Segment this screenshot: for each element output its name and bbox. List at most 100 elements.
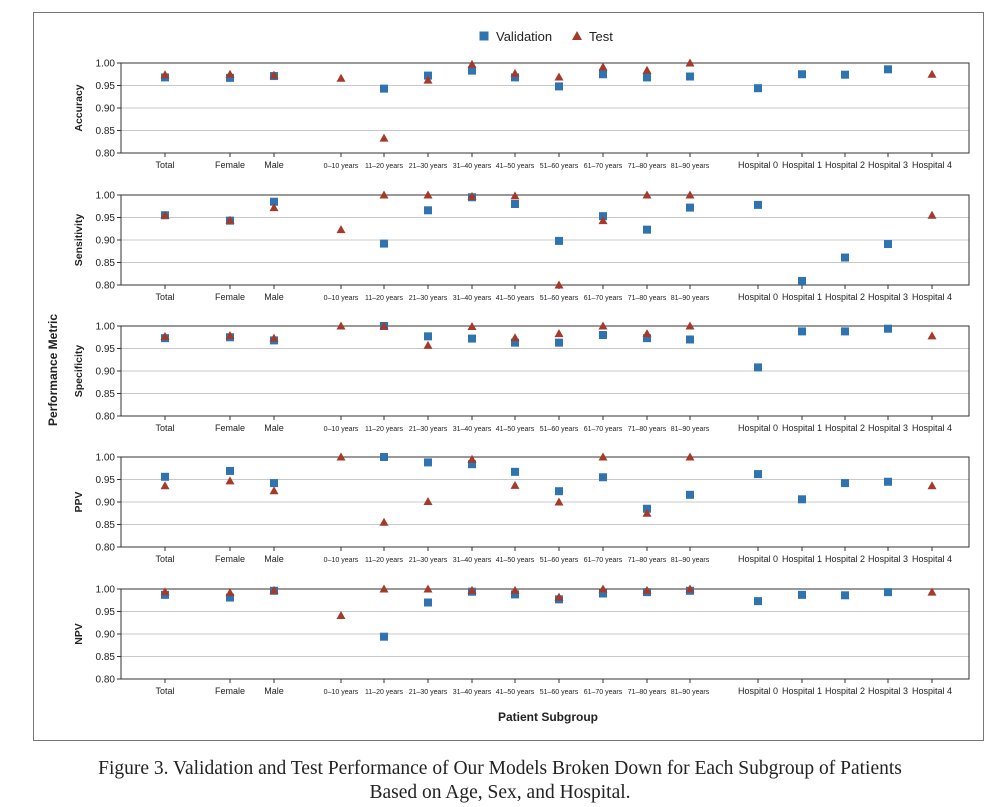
- xtick-label-accuracy-male: Male: [264, 160, 284, 170]
- point-sensitivity-validation-hospital-3: [884, 240, 892, 249]
- xtick-label-specificity-hospital-1: Hospital 1: [782, 423, 822, 433]
- point-npv-test-21-30-years: [423, 584, 433, 593]
- point-npv-test-hospital-4: [927, 587, 937, 596]
- point-sensitivity-test-hospital-4: [927, 210, 937, 219]
- ylabel-npv: NPV: [73, 623, 85, 645]
- point-accuracy-validation-61-70-years: [599, 70, 607, 79]
- xtick-label-ppv-61-70-years: 61–70 years: [584, 557, 623, 564]
- xtick-label-accuracy-hospital-1: Hospital 1: [782, 160, 822, 170]
- point-specificity-validation-21-30-years: [424, 332, 432, 341]
- performance-chart: Validation Test 0.80 0.85 0.90 0.95 1.00 Accura…: [46, 29, 970, 724]
- point-npv-test-0-10-years: [336, 611, 346, 620]
- point-specificity-test-total: [160, 331, 170, 340]
- point-sensitivity-validation-hospital-0: [754, 200, 762, 209]
- xtick-label-npv-11-20-years: 11–20 years: [365, 689, 404, 696]
- point-npv-test-51-60-years: [554, 592, 564, 601]
- xtick-label-ppv-71-80-years: 71–80 years: [628, 557, 667, 564]
- ytick-label-ppv-4: 1.00: [96, 453, 116, 464]
- figure-frame: [33, 12, 984, 741]
- point-npv-test-31-40-years: [467, 585, 477, 594]
- point-npv-test-11-20-years: [379, 584, 389, 593]
- xtick-label-accuracy-hospital-2: Hospital 2: [825, 160, 865, 170]
- point-accuracy-validation-41-50-years: [511, 73, 519, 82]
- point-ppv-test-total: [160, 481, 170, 490]
- point-sensitivity-validation-21-30-years: [424, 206, 432, 215]
- xtick-label-ppv-31-40-years: 31–40 years: [453, 557, 492, 564]
- ytick-label-sensitivity-4: 1.00: [96, 191, 116, 202]
- point-sensitivity-test-71-80-years: [642, 190, 652, 199]
- point-specificity-test-hospital-4: [927, 331, 937, 340]
- point-sensitivity-test-total: [160, 210, 170, 219]
- point-ppv-validation-81-90-years: [686, 490, 694, 499]
- point-specificity-validation-81-90-years: [686, 335, 694, 344]
- point-ppv-test-41-50-years: [510, 480, 520, 489]
- point-ppv-validation-11-20-years: [380, 453, 388, 461]
- ytick-label-specificity-0: 0.80: [96, 412, 116, 423]
- point-ppv-validation-31-40-years: [468, 460, 476, 469]
- point-sensitivity-validation-51-60-years: [555, 236, 563, 245]
- xtick-label-ppv-total: Total: [155, 554, 174, 564]
- panel-frame-ppv: [120, 456, 970, 548]
- point-accuracy-validation-hospital-1: [798, 70, 806, 79]
- ytick-label-npv-0: 0.80: [96, 675, 116, 686]
- legend-marker-validation: [479, 31, 489, 41]
- point-specificity-validation-hospital-0: [754, 363, 762, 372]
- xtick-label-npv-31-40-years: 31–40 years: [453, 689, 492, 696]
- point-npv-test-61-70-years: [598, 584, 608, 593]
- xtick-label-specificity-21-30-years: 21–30 years: [409, 426, 448, 433]
- point-accuracy-test-total: [160, 70, 170, 79]
- xtick-label-npv-hospital-3: Hospital 3: [868, 686, 908, 696]
- xtick-label-sensitivity-total: Total: [155, 292, 174, 302]
- point-sensitivity-test-81-90-years: [685, 190, 695, 199]
- point-accuracy-validation-31-40-years: [468, 66, 476, 75]
- point-specificity-test-11-20-years: [379, 321, 389, 330]
- point-accuracy-test-hospital-4: [927, 69, 937, 78]
- point-accuracy-test-41-50-years: [510, 68, 520, 77]
- xtick-label-ppv-hospital-0: Hospital 0: [738, 554, 778, 564]
- xtick-label-specificity-total: Total: [155, 423, 174, 433]
- xtick-label-ppv-hospital-2: Hospital 2: [825, 554, 865, 564]
- xtick-label-sensitivity-hospital-0: Hospital 0: [738, 292, 778, 302]
- point-specificity-validation-51-60-years: [555, 338, 563, 347]
- xtick-label-npv-male: Male: [264, 686, 284, 696]
- point-specificity-test-21-30-years: [423, 340, 433, 349]
- xtick-label-sensitivity-hospital-2: Hospital 2: [825, 292, 865, 302]
- point-ppv-test-61-70-years: [598, 452, 608, 461]
- point-accuracy-test-71-80-years: [642, 65, 652, 74]
- xtick-label-ppv-51-60-years: 51–60 years: [540, 557, 579, 564]
- xtick-label-accuracy-hospital-3: Hospital 3: [868, 160, 908, 170]
- point-accuracy-test-female: [225, 69, 235, 78]
- point-accuracy-validation-hospital-2: [841, 70, 849, 79]
- point-sensitivity-test-11-20-years: [379, 190, 389, 199]
- ytick-label-accuracy-1: 0.85: [96, 126, 116, 137]
- point-ppv-validation-female: [226, 466, 234, 475]
- point-specificity-test-0-10-years: [336, 321, 346, 330]
- xtick-label-npv-0-10-years: 0–10 years: [324, 689, 359, 696]
- point-npv-validation-hospital-2: [841, 591, 849, 600]
- xtick-label-specificity-81-90-years: 81–90 years: [671, 426, 710, 433]
- caption-line-1: Figure 3. Validation and Test Performanc…: [98, 758, 902, 779]
- xtick-label-accuracy-hospital-0: Hospital 0: [738, 160, 778, 170]
- xtick-label-specificity-51-60-years: 51–60 years: [540, 426, 579, 433]
- xtick-label-ppv-hospital-4: Hospital 4: [912, 554, 952, 564]
- xtick-label-npv-71-80-years: 71–80 years: [628, 689, 667, 696]
- point-ppv-validation-hospital-1: [798, 495, 806, 504]
- xtick-label-accuracy-41-50-years: 41–50 years: [496, 163, 535, 170]
- point-specificity-test-male: [269, 333, 279, 342]
- point-sensitivity-validation-41-50-years: [511, 200, 519, 208]
- point-accuracy-test-11-20-years: [379, 133, 389, 142]
- xtick-label-accuracy-hospital-4: Hospital 4: [912, 160, 952, 170]
- point-ppv-test-21-30-years: [423, 497, 433, 506]
- point-npv-test-71-80-years: [642, 585, 652, 594]
- xtick-label-npv-hospital-4: Hospital 4: [912, 686, 952, 696]
- point-accuracy-validation-hospital-3: [884, 65, 892, 74]
- point-npv-test-male: [269, 585, 279, 594]
- xtick-label-npv-hospital-2: Hospital 2: [825, 686, 865, 696]
- point-specificity-validation-hospital-1: [798, 327, 806, 336]
- xtick-label-accuracy-female: Female: [215, 160, 245, 170]
- point-ppv-validation-male: [270, 479, 278, 488]
- point-npv-validation-41-50-years: [511, 590, 519, 599]
- point-npv-validation-hospital-3: [884, 588, 892, 597]
- point-sensitivity-test-61-70-years: [598, 216, 608, 225]
- ytick-label-ppv-1: 0.85: [96, 520, 116, 531]
